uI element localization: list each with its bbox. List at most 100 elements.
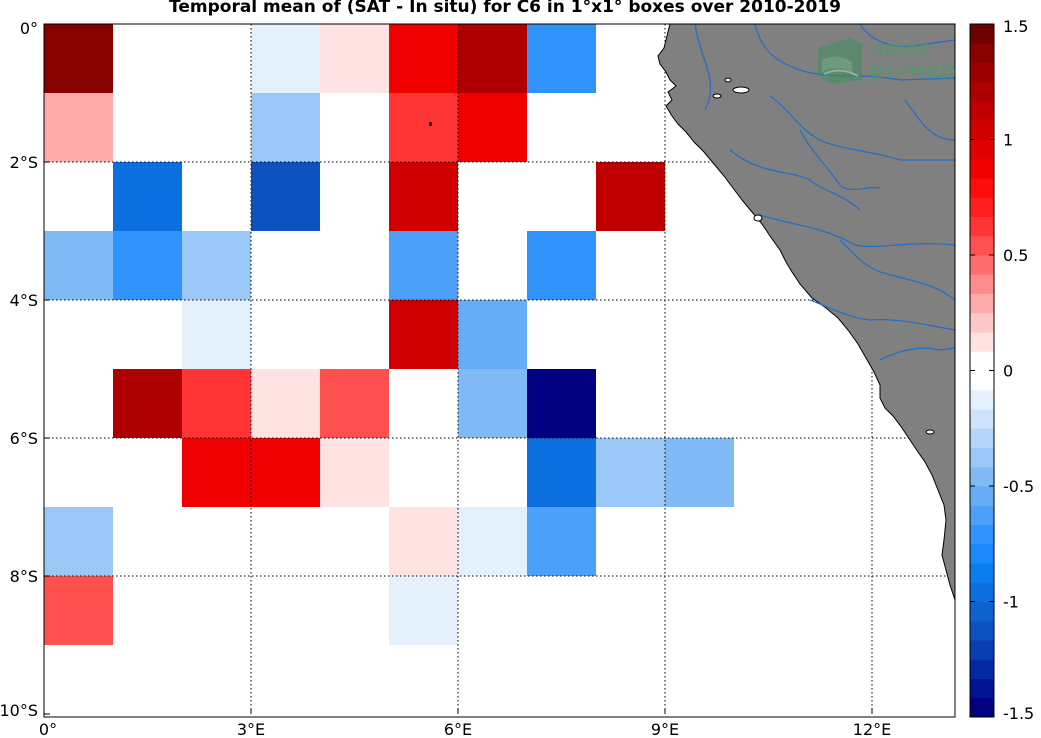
colorbar-step [970, 466, 994, 487]
data-cell [113, 162, 182, 231]
colorbar-step [970, 81, 994, 102]
data-cell [44, 507, 113, 576]
data-cell [527, 369, 596, 438]
colorbar-tick-label: 0.5 [1003, 246, 1028, 265]
coastline-land [657, 24, 955, 601]
lat-tick-label: 4°S [10, 291, 38, 310]
data-cell [596, 438, 665, 507]
colorbar-step [970, 43, 994, 63]
data-cell [389, 93, 458, 162]
data-cell [182, 231, 251, 300]
data-cell [389, 507, 458, 576]
data-cell [320, 438, 389, 507]
data-cell [527, 24, 596, 93]
colorbar-step [970, 505, 994, 525]
colorbar-tick-label: -1.5 [1003, 704, 1034, 723]
data-cell [320, 24, 389, 93]
colorbar-ticks: 1.5 1 0.5 0 -0.5 -1 -1.5 [970, 17, 1034, 723]
colorbar-step [970, 697, 994, 718]
colorbar-step [970, 293, 994, 314]
data-cell [44, 24, 113, 93]
colorbar-tick-label: 0 [1003, 362, 1013, 381]
colorbar-tick-label: -1 [1003, 593, 1019, 612]
lat-tick-label: 10°S [0, 701, 38, 720]
colorbar-step [970, 62, 994, 83]
colorbar-step [970, 101, 994, 121]
colorbar-step [970, 524, 994, 545]
data-cell [182, 369, 251, 438]
colorbar-step [970, 139, 994, 160]
colorbar-step [970, 582, 994, 602]
colorbar-step [970, 178, 994, 198]
colorbar-step [970, 235, 994, 256]
data-cell [389, 24, 458, 93]
data-cell [44, 93, 113, 162]
data-cell [596, 162, 665, 231]
data-cell [389, 231, 458, 300]
data-cell [113, 369, 182, 438]
colorbar-step [970, 332, 994, 352]
data-cell [389, 162, 458, 231]
lon-tick-label: 6°E [444, 720, 472, 738]
data-cell [389, 300, 458, 369]
colorbar-tick-label: -0.5 [1003, 477, 1034, 496]
colorbar-step [970, 274, 994, 294]
lon-tick-label: 9°E [651, 720, 679, 738]
data-cell [320, 369, 389, 438]
colorbar-step [970, 197, 994, 217]
colorbar-step [970, 486, 994, 506]
data-cell [44, 231, 113, 300]
data-cell [389, 576, 458, 645]
islands [712, 77, 935, 435]
smos-pi-mep-logo: smos pi-mep [818, 36, 956, 84]
colorbar-step [970, 543, 994, 564]
lat-tick-label: 2°S [10, 153, 38, 172]
data-cell [527, 438, 596, 507]
data-cell [251, 369, 320, 438]
data-cell [251, 162, 320, 231]
colorbar-step [970, 24, 994, 44]
colorbar-step [970, 447, 994, 468]
colorbar-step [970, 563, 994, 583]
island-marker [429, 122, 432, 126]
data-cell [458, 507, 527, 576]
map-title: Temporal mean of (SAT - In situ) for C6 … [169, 0, 841, 17]
data-cell [182, 300, 251, 369]
colorbar-tick-label: 1 [1003, 131, 1013, 150]
colorbar-step [970, 640, 994, 660]
lat-tick-label: 8°S [10, 567, 38, 586]
data-cell [251, 24, 320, 93]
data-cell [458, 369, 527, 438]
map-frame [43, 23, 956, 718]
lon-tick-label: 0° [39, 720, 57, 738]
data-cell [527, 231, 596, 300]
colorbar: 1.5 1 0.5 0 -0.5 -1 -1.5 [969, 17, 1034, 723]
axis-ticks: 0° 3°E 6°E 9°E 12°E 0° 2°S 4°S 6°S 8°S 10°S [0, 19, 891, 738]
logo-line2: pi-mep [870, 59, 956, 84]
data-cell [113, 231, 182, 300]
rivers [694, 24, 955, 361]
data-cell [458, 24, 527, 93]
colorbar-step [970, 216, 994, 237]
colorbar-step [970, 389, 994, 410]
colorbar-step [970, 158, 994, 179]
colorbar-step [970, 312, 994, 333]
colorbar-steps [970, 24, 994, 718]
colorbar-step [970, 620, 994, 641]
data-cell [458, 93, 527, 162]
land-area [429, 24, 955, 601]
data-cell [182, 438, 251, 507]
colorbar-step [970, 409, 994, 429]
colorbar-step [970, 120, 994, 140]
colorbar-step [970, 601, 994, 622]
lat-tick-label: 6°S [10, 429, 38, 448]
data-cell [458, 300, 527, 369]
colorbar-tick-label: 1.5 [1003, 17, 1028, 36]
lat-tick-label: 0° [20, 19, 38, 38]
logo-line1: smos [872, 36, 930, 60]
colorbar-step [970, 428, 994, 448]
data-cell [251, 438, 320, 507]
data-cells [44, 24, 734, 645]
data-cell [251, 93, 320, 162]
